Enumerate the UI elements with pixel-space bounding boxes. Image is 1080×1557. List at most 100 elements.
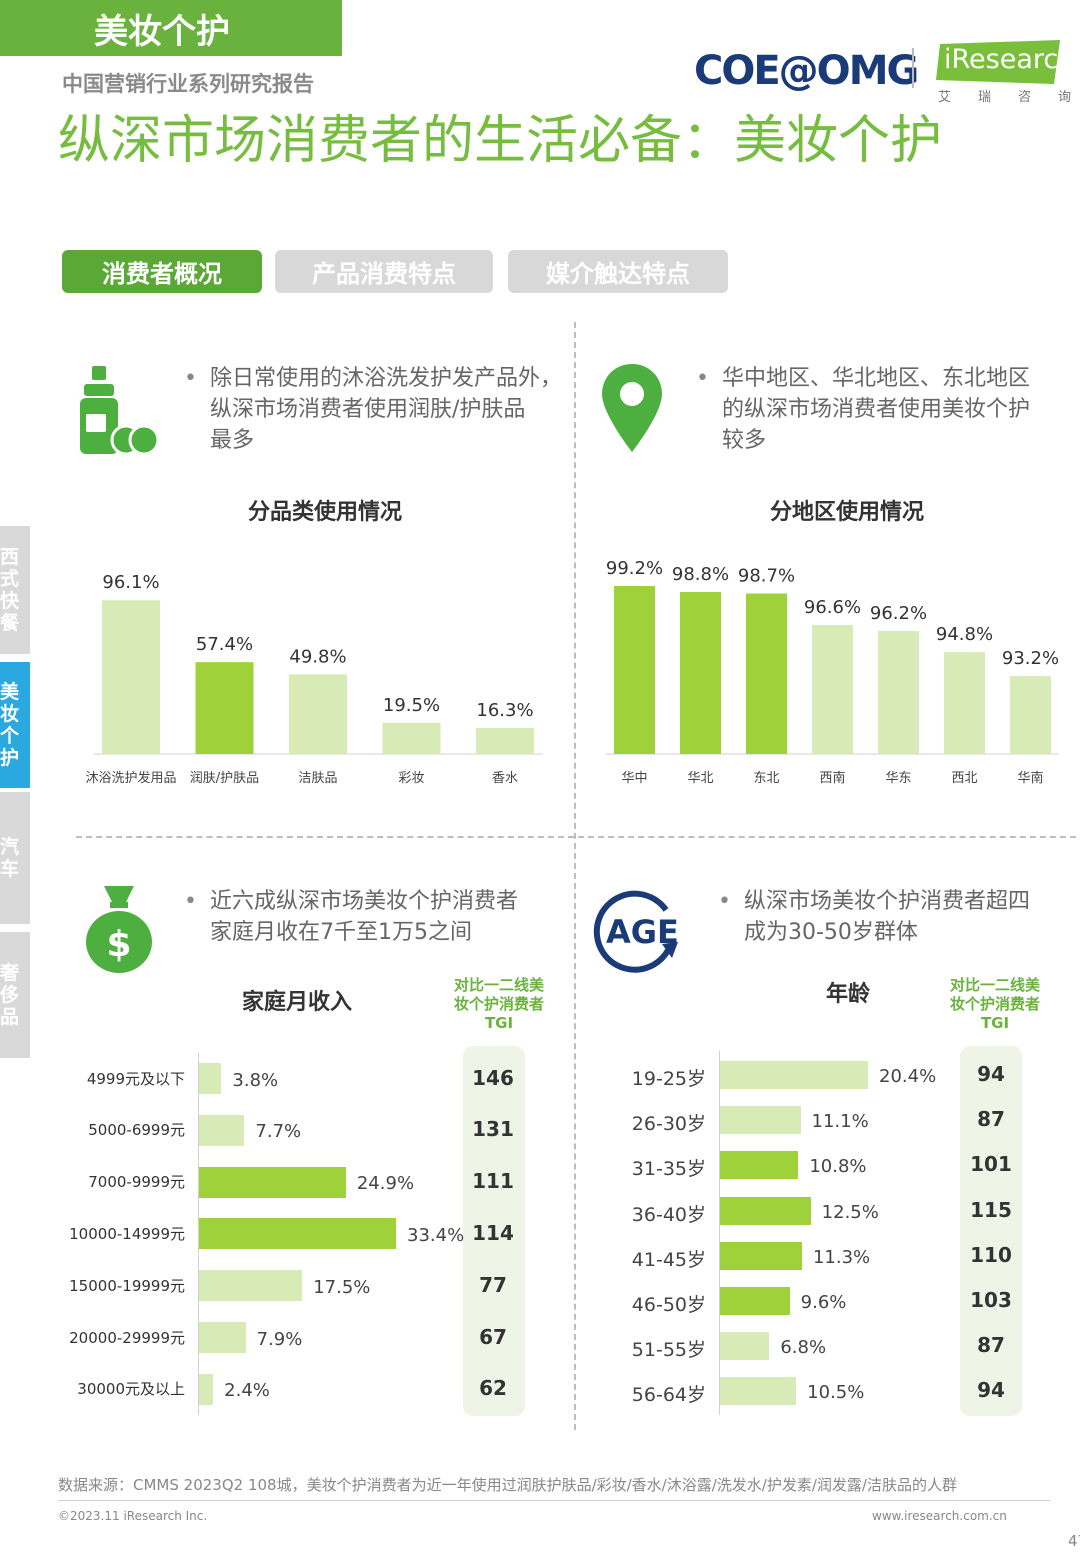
bar: [199, 1063, 222, 1094]
bar: [199, 1270, 303, 1302]
bar: [199, 1166, 346, 1198]
category-label: 51-55岁: [631, 1339, 706, 1362]
data-label: 7.7%: [255, 1121, 302, 1143]
page-number: 47: [1068, 1532, 1080, 1550]
data-label: 98.8%: [672, 564, 729, 585]
tgi-value: 62: [479, 1376, 507, 1401]
tgi-value: 114: [472, 1220, 514, 1245]
bar: [199, 1322, 246, 1353]
bar: [720, 1287, 790, 1315]
bar: [720, 1106, 801, 1135]
data-label: 94.8%: [936, 624, 993, 645]
tgi-value: 115: [970, 1197, 1012, 1222]
data-label: 12.5%: [821, 1201, 879, 1223]
bar: [720, 1196, 811, 1225]
insight-line: 华中地区、华北地区、东北地区: [722, 366, 1031, 391]
category-label: 15000-19999元: [69, 1276, 185, 1295]
data-label: 9.6%: [800, 1292, 847, 1313]
tgi-header-line: TGI: [980, 1014, 1010, 1032]
money-bag-icon: $: [86, 886, 152, 973]
tgi-value: 67: [479, 1324, 507, 1349]
iresearch-logo-subtitle: 艾瑞咨询: [938, 90, 1071, 105]
data-label: 19.5%: [383, 695, 440, 716]
data-label: 33.4%: [407, 1224, 465, 1246]
tab-media-reach[interactable]: 媒介触达特点: [508, 250, 728, 293]
data-label: 93.2%: [1002, 648, 1059, 669]
data-label: 3.8%: [232, 1069, 279, 1091]
bar: [720, 1377, 797, 1406]
location-pin-icon: [602, 364, 662, 452]
data-label: 17.5%: [313, 1276, 371, 1298]
category-label: 10000-14999元: [69, 1224, 185, 1243]
tab-product-consumption[interactable]: 产品消费特点: [275, 250, 493, 293]
category-label: 7000-9999元: [88, 1173, 185, 1192]
horizontal-divider: [76, 836, 1076, 838]
category-label: 华南: [1017, 770, 1043, 786]
bar: [878, 631, 919, 754]
category-label: 26-30岁: [631, 1113, 706, 1136]
category-chart-title: 分品类使用情况: [248, 500, 403, 525]
tgi-value: 87: [977, 1107, 1005, 1132]
sidebar-item[interactable]: 西式快餐: [0, 526, 30, 654]
tgi-header-line: 对比一二线美: [453, 976, 544, 994]
bar: [382, 722, 441, 754]
sidebar-item[interactable]: 汽车: [0, 792, 30, 924]
bar: [199, 1218, 396, 1250]
bar: [1010, 676, 1051, 754]
data-label: 99.2%: [606, 558, 663, 579]
category-label: 31-35岁: [631, 1158, 706, 1181]
sidebar-item[interactable]: 美妆个护: [0, 662, 30, 788]
income-tgi-header: 对比一二线美 妆个护消费者 TGI: [440, 976, 558, 1033]
category-label: 华北: [687, 771, 713, 786]
insight-line: 家庭月收在7千至1万5之间: [210, 920, 472, 945]
data-label: 96.1%: [102, 572, 159, 593]
tgi-value: 111: [472, 1169, 514, 1194]
data-label: 24.9%: [356, 1173, 415, 1195]
data-label: 49.8%: [289, 646, 346, 667]
category-label: 30000元及以上: [77, 1380, 185, 1399]
income-tgi-panel: [463, 1046, 525, 1416]
y-axis-line: [719, 1051, 720, 1416]
data-label: 96.6%: [804, 597, 861, 618]
bar: [614, 586, 655, 754]
age-chart-title: 年龄: [826, 982, 871, 1007]
income-insight: 近六成纵深市场美妆个护消费者 家庭月收在7千至1万5之间: [184, 886, 518, 948]
category-label: 东北: [753, 771, 779, 786]
tgi-value: 77: [479, 1272, 507, 1297]
svg-text:$: $: [106, 924, 131, 965]
tgi-value: 131: [472, 1117, 514, 1142]
category-label: 西南: [819, 770, 845, 786]
tgi-header-line: 妆个护消费者: [949, 995, 1040, 1013]
region-chart-title: 分地区使用情况: [770, 500, 925, 525]
tgi-value: 103: [970, 1288, 1012, 1312]
tab-consumer-overview[interactable]: 消费者概况: [62, 250, 262, 293]
age-insight: 纵深市场美妆个护消费者超四 成为30-50岁群体: [718, 886, 1031, 948]
bar: [199, 1114, 245, 1146]
bar: [720, 1241, 802, 1270]
region-usage-chart: 99.2% 华中 98.8% 华北 98.7% 东北 96.6% 西南 96.2% 华东 94.8%…: [606, 558, 1059, 786]
bar: [720, 1061, 868, 1089]
bar: [102, 600, 160, 754]
category-usage-chart: 96.1% 沐浴洗护发用品 57.4% 润肤/护肤品 49.8% 洁肤品 19.5% 彩妆 16…: [85, 572, 543, 786]
category-tag: 美妆个护: [0, 0, 342, 56]
website-link[interactable]: www.iresearch.com.cn: [872, 1509, 1007, 1523]
data-label: 20.4%: [879, 1066, 937, 1087]
category-label: 56-64岁: [631, 1384, 706, 1407]
tgi-value: 87: [977, 1333, 1005, 1358]
insight-line: 纵深市场美妆个护消费者超四: [744, 889, 1031, 914]
category-label: 润肤/护肤品: [190, 771, 259, 786]
category-label: 19-25岁: [631, 1068, 706, 1090]
page-title: 纵深市场消费者的生活必备：美妆个护: [58, 111, 943, 171]
sidebar-item[interactable]: 奢侈品: [0, 932, 30, 1058]
insight-line: 除日常使用的沐浴洗发护发产品外，: [210, 366, 563, 391]
tgi-value: 94: [977, 1062, 1005, 1086]
y-axis-line: [198, 1053, 199, 1415]
category-label: 华东: [885, 771, 911, 786]
bar: [476, 727, 534, 754]
category-label: 20000-29999元: [69, 1328, 185, 1347]
data-label: 11.1%: [811, 1111, 869, 1133]
category-label: 彩妆: [398, 771, 424, 786]
bottle-icon: [80, 366, 160, 456]
coe-omg-logo: COE@OMG: [694, 48, 919, 94]
tgi-value: 94: [977, 1378, 1005, 1403]
